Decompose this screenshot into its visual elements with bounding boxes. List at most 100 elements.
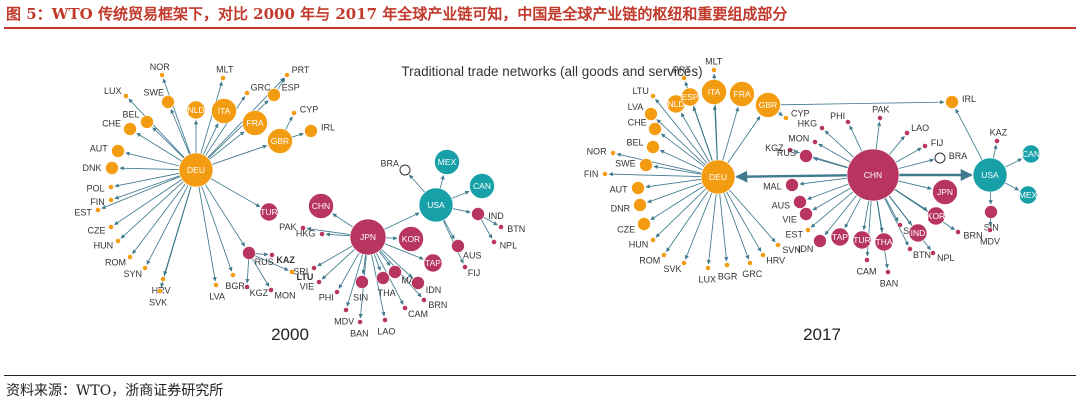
node-circle [984,205,998,219]
node-circle [304,124,318,138]
node-label: IND [488,211,504,221]
node-label: DEU [709,172,727,182]
node-label: SVK [664,264,682,274]
node-circle [852,230,872,250]
edge-2000-usa-ind [452,208,471,214]
edge-2017-deu-nor [616,152,702,174]
node-label: NOR [587,147,608,157]
node-circle [724,262,730,268]
node-2017-can: CAN [1021,144,1041,164]
node-label: ROM [105,257,126,267]
node-circle [242,110,268,136]
node-2017-mal: MAL [763,178,799,192]
edge-2000-deu-gbr [211,144,268,165]
node-label: PRT [292,65,310,75]
node-label: LTU [633,86,649,96]
node-2017-aut: AUT [610,181,645,195]
node-circle [382,317,388,323]
node-2000-aut: AUT [90,144,125,158]
year-label-2000: 2000 [271,325,309,344]
node-circle [355,275,369,289]
edge-2000-jpn-hkg [325,232,351,237]
node-label: CYP [300,105,319,115]
node-2000-syn: SYN [123,265,148,279]
node-2000-tha: THA [376,271,396,298]
node-label: KOR [927,211,945,221]
node-label: BEL [626,138,643,148]
edge-2000-usa-can [451,190,470,199]
edge-2000-jpn-sri [317,245,353,267]
node-label: SVK [149,297,167,307]
edge-2017-chn-lao [889,135,905,156]
edge-2017-deu-dnr [647,182,703,204]
node-2017-lva: LVA [628,102,658,121]
edge-2017-chn-cam [865,200,872,257]
node-label: AUS [463,250,482,260]
node-2000-prt: PRT [284,65,310,78]
node-circle [308,193,334,219]
node-label: IDN [426,285,442,295]
node-label: PHI [319,293,334,303]
edge-2000-rus-mon [251,258,270,287]
node-2017-mlt: MLT [705,56,723,73]
node-circle [610,150,616,156]
node-circle [885,269,891,275]
node-2017-brn: BRN [955,229,982,241]
edge-2017-deu-ita [712,105,718,161]
edge-2000-jpn-usa [384,212,420,230]
title-rule [4,27,1076,29]
node-label: HUN [94,240,114,250]
node-circle [945,95,959,109]
node-2000-rom: ROM [105,254,133,267]
edge-2000-jpn-sin [361,254,367,275]
node-2000-pol: POL [87,183,114,193]
node-label: AUT [610,184,629,194]
edge-2017-chn-kor [894,188,928,211]
node-2017-svk: SVK [664,260,687,274]
node-circle [186,100,206,120]
node-label: LAO [911,123,929,133]
node-label: CZE [617,225,635,235]
node-2017-kaz: KAZ [990,128,1008,144]
node-2000-grc: GRC [244,82,271,96]
edges-layer [101,73,1023,319]
edge-2017-chn-hkg [824,130,855,158]
node-2000-mdv: MDV [334,307,354,326]
node-2000-brn: BRN [421,297,447,310]
edge-2000-rus-ltu [254,255,289,271]
edge-2017-chn-mon [818,143,851,163]
node-2017-btn: BTN [907,246,931,260]
node-label: KGZ [765,143,784,153]
node-2000-npl: NPL [491,239,517,251]
edge-2017-deu-lux [706,193,717,265]
edge-2000-deu-svk [160,186,192,288]
node-label: MLT [216,65,234,75]
node-circle [316,279,322,285]
node-circle [259,202,279,222]
edge-2000-usa-bra [408,174,426,193]
node-label: JPN [937,187,953,197]
edge-2000-esp-prt [277,78,286,90]
node-2017-fij: FIJ [922,138,943,149]
node-circle [897,222,903,228]
edge-2017-usa-can [1004,158,1023,168]
node-label: SIN [353,292,368,302]
edge-2017-deu-ltu [655,98,708,165]
node-label: THA [378,288,396,298]
node-label: NLD [187,105,204,115]
node-2017-ltu: LTU [633,86,656,99]
figure-title: 图 5：WTO 传统贸易框架下，对比 2000 年与 2017 年全球产业链可知… [6,5,788,23]
node-circle [95,207,101,213]
edge-2000-usa-aus [443,219,455,240]
edge-2000-deu-fra [209,131,245,160]
node-label: SYN [123,269,142,279]
node-circle [127,254,133,260]
node-circle [799,207,813,221]
node-circle [994,138,1000,144]
node-circle [922,143,928,149]
node-label: KGZ [250,288,269,298]
edge-2017-deu-fra [722,107,740,161]
node-circle [423,253,443,273]
node-2017-rus: RUS [777,148,813,163]
node-label: PRT [673,65,691,75]
